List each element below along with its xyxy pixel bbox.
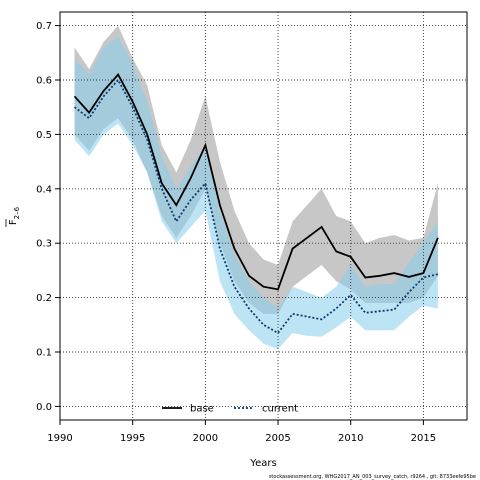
legend-label-current: current: [262, 404, 298, 415]
x-tick-label-2015: 2015: [411, 433, 436, 444]
x-tick-label-2010: 2010: [338, 433, 363, 444]
y-tick-label-0.4: 0.4: [36, 184, 52, 195]
y-tick-label-0.7: 0.7: [36, 21, 52, 32]
y-axis-title-main: F: [8, 219, 19, 225]
y-tick-label-0.3: 0.3: [36, 239, 52, 250]
plot-frame: [59, 11, 468, 421]
y-tick-label-0.2: 0.2: [36, 293, 52, 304]
line-current: [73, 78, 439, 335]
x-tick-label-2000: 2000: [193, 433, 218, 444]
y-tick-label-0.5: 0.5: [36, 130, 52, 141]
x-axis-title: Years: [249, 458, 276, 469]
y-tick-label-0.1: 0.1: [36, 348, 52, 359]
grid-lines: [60, 12, 467, 420]
x-tick-label-1995: 1995: [120, 433, 145, 444]
y-axis: 0.0 0.1 0.2 0.3 0.4 0.5 0.6 0.7: [36, 21, 60, 413]
band-current: [74, 36, 438, 350]
x-tick-label-2005: 2005: [265, 433, 290, 444]
confidence-bands: [74, 25, 438, 350]
y-tick-label-0: 0.0: [36, 402, 52, 413]
series-lines: [73, 73, 439, 335]
y-axis-title: F2–6: [5, 206, 21, 227]
y-tick-label-0.6: 0.6: [36, 76, 52, 87]
x-axis: 1990 1995 2000 2005 2010 2015: [47, 420, 436, 444]
line-base: [73, 73, 439, 291]
y-axis-title-sub: 2–6: [13, 206, 21, 219]
x-tick-label-1990: 1990: [47, 433, 72, 444]
band-base: [74, 25, 438, 314]
svg-text:F2–6: F2–6: [8, 206, 21, 225]
legend-label-base: base: [190, 404, 214, 415]
legend: base current: [162, 404, 298, 415]
footnote: stockassessment.org, WHG2017_AN_003_surv…: [269, 474, 476, 480]
